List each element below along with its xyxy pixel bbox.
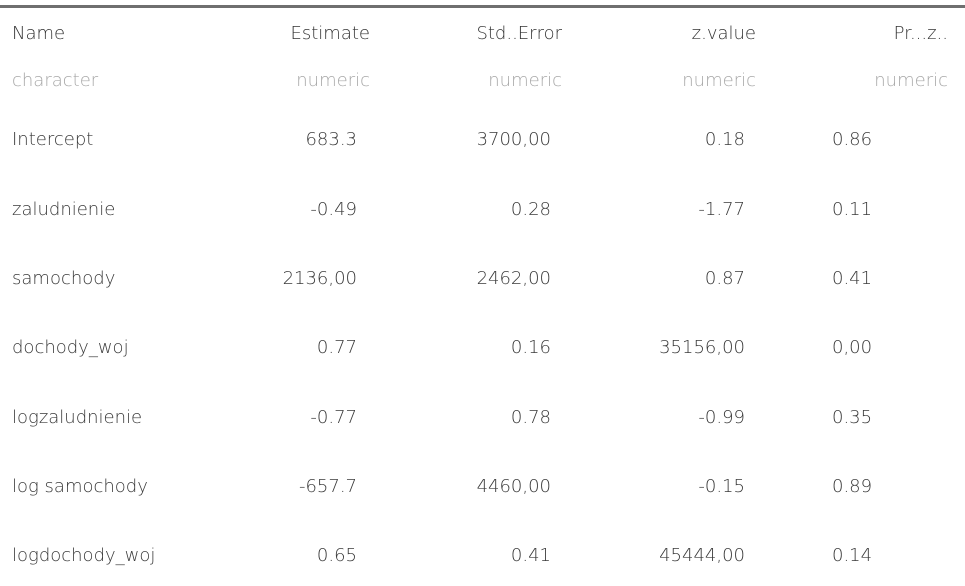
table-row: Intercept 683.3 3700,00 0.18 0.86 [0, 125, 965, 155]
cell-name: logzaludnienie [12, 407, 143, 428]
column-header-estimate[interactable]: Estimate [290, 23, 370, 44]
type-row: character numeric numeric numeric numeri… [0, 66, 965, 96]
cell-std-error: 0.78 [510, 407, 551, 428]
column-header-std-error[interactable]: Std..Error [476, 23, 562, 44]
cell-estimate: -657.7 [298, 476, 357, 497]
cell-estimate: 2136,00 [282, 268, 357, 289]
cell-std-error: 0.16 [510, 337, 551, 358]
cell-name: dochody_woj [12, 337, 129, 358]
cell-estimate: -0.49 [310, 199, 357, 220]
cell-estimate: 683.3 [305, 129, 357, 150]
column-type-estimate: numeric [296, 70, 370, 91]
cell-name: log samochody [12, 476, 148, 497]
table-top-rule [0, 5, 965, 8]
cell-p-value: 0.41 [832, 268, 873, 289]
cell-name: logdochody_woj [12, 545, 156, 566]
table-row: log samochody -657.7 4460,00 -0.15 0.89 [0, 472, 965, 502]
cell-name: samochody [12, 268, 116, 289]
column-header-name[interactable]: Name [12, 23, 66, 44]
cell-p-value: 0.11 [832, 199, 873, 220]
cell-estimate: 0.65 [316, 545, 357, 566]
cell-std-error: 0.41 [510, 545, 551, 566]
cell-p-value: 0.86 [832, 129, 873, 150]
table-row: logdochody_woj 0.65 0.41 45444,00 0.14 [0, 541, 965, 571]
cell-estimate: -0.77 [310, 407, 357, 428]
column-type-z-value: numeric [682, 70, 756, 91]
cell-name: zaludnienie [12, 199, 116, 220]
cell-z-value: -0.99 [698, 407, 745, 428]
cell-p-value: 0,00 [832, 337, 873, 358]
cell-std-error: 0.28 [510, 199, 551, 220]
table-row: zaludnienie -0.49 0.28 -1.77 0.11 [0, 195, 965, 225]
cell-z-value: 45444,00 [659, 545, 745, 566]
cell-p-value: 0.89 [832, 476, 873, 497]
cell-std-error: 4460,00 [476, 476, 551, 497]
cell-std-error: 2462,00 [476, 268, 551, 289]
cell-std-error: 3700,00 [476, 129, 551, 150]
column-type-p-value: numeric [874, 70, 948, 91]
column-type-std-error: numeric [488, 70, 562, 91]
column-header-p-value[interactable]: Pr...z.. [893, 23, 948, 44]
header-row: Name Estimate Std..Error z.value Pr...z.… [0, 19, 965, 49]
cell-name: Intercept [12, 129, 94, 150]
cell-estimate: 0.77 [316, 337, 357, 358]
cell-z-value: -1.77 [698, 199, 745, 220]
column-type-name: character [12, 70, 99, 91]
cell-p-value: 0.14 [832, 545, 873, 566]
cell-z-value: 0.87 [704, 268, 745, 289]
cell-z-value: -0.15 [698, 476, 745, 497]
table-row: dochody_woj 0.77 0.16 35156,00 0,00 [0, 333, 965, 363]
cell-z-value: 0.18 [704, 129, 745, 150]
table-row: samochody 2136,00 2462,00 0.87 0.41 [0, 264, 965, 294]
column-header-z-value[interactable]: z.value [691, 23, 756, 44]
cell-z-value: 35156,00 [659, 337, 745, 358]
table-row: logzaludnienie -0.77 0.78 -0.99 0.35 [0, 403, 965, 433]
cell-p-value: 0.35 [832, 407, 873, 428]
